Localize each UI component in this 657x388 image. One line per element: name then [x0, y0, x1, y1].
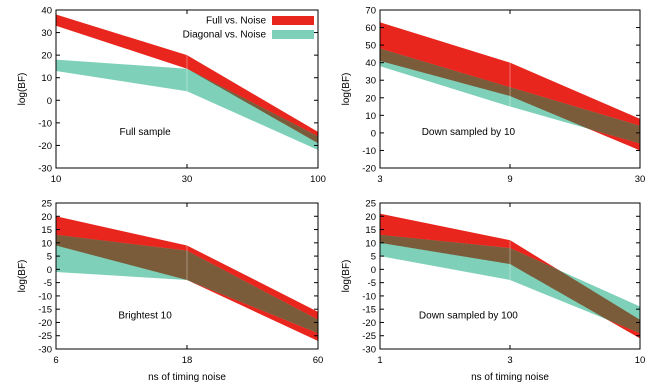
y-tick-label: 30	[41, 28, 52, 39]
band-overlap	[56, 234, 318, 334]
x-tick-label: 10	[635, 355, 646, 366]
y-tick-label: -25	[38, 331, 52, 342]
panel-annotation: Full sample	[120, 127, 172, 138]
y-tick-label: 10	[41, 73, 52, 84]
x-axis-label: ns of timing noise	[471, 372, 549, 383]
y-tick-label: 20	[41, 212, 52, 223]
y-tick-label: 15	[365, 225, 376, 236]
y-axis-label: log(BF)	[17, 260, 28, 293]
y-tick-label: 5	[47, 252, 52, 263]
chart-panel-3: -30 -25 -20 -15 -10 -5 0 5 10 15 20 25 6 18 60 log(BF) n…	[17, 199, 323, 384]
y-tick-label: 10	[365, 238, 376, 249]
panel-annotation: Brightest 10	[118, 310, 172, 321]
y-tick-label: 40	[41, 6, 52, 17]
x-tick-label: 100	[310, 174, 326, 185]
y-tick-label: -10	[362, 291, 376, 302]
chart-panel-2: -20 -10 0 10 20 30 40 50 60 70 3 9 30 log(BF) Down sam…	[341, 6, 645, 186]
y-tick-label: 0	[47, 96, 52, 107]
y-tick-label: 10	[365, 111, 376, 122]
legend-label: Diagonal vs. Noise	[183, 30, 267, 41]
x-tick-label: 60	[313, 355, 324, 366]
band-overlap	[380, 48, 640, 144]
legend-swatch	[272, 30, 314, 39]
legend-swatch	[272, 16, 314, 25]
y-tick-label: -30	[362, 345, 376, 356]
y-tick-label: 5	[371, 252, 376, 263]
x-tick-label: 30	[182, 174, 193, 185]
y-tick-label: -30	[38, 164, 52, 175]
y-axis-label: log(BF)	[17, 73, 28, 106]
y-tick-label: 0	[371, 265, 376, 276]
y-tick-label: 20	[365, 212, 376, 223]
y-tick-label: -5	[44, 278, 52, 289]
x-tick-label: 10	[51, 174, 62, 185]
legend: Full vs. Noise Diagonal vs. Noise	[183, 16, 314, 41]
y-tick-label: -20	[362, 318, 376, 329]
y-tick-label: 0	[371, 128, 376, 139]
x-tick-label: 3	[507, 355, 512, 366]
x-axis-label: ns of timing noise	[148, 372, 226, 383]
y-tick-label: -10	[38, 291, 52, 302]
y-tick-label: 20	[41, 51, 52, 62]
y-tick-label: 30	[365, 76, 376, 87]
y-tick-label: 10	[41, 238, 52, 249]
x-tick-label: 9	[507, 174, 512, 185]
x-tick-label: 1	[377, 355, 382, 366]
y-tick-label: 0	[47, 265, 52, 276]
y-tick-label: 25	[365, 199, 376, 210]
y-tick-label: -15	[38, 305, 52, 316]
legend-label: Full vs. Noise	[206, 16, 266, 27]
y-tick-label: -30	[38, 345, 52, 356]
x-tick-label: 18	[182, 355, 193, 366]
band-diagonal-vs-noise	[380, 234, 640, 334]
y-tick-label: 20	[365, 93, 376, 104]
panel-annotation: Down sampled by 10	[422, 127, 516, 138]
band-overlap	[188, 69, 318, 144]
x-tick-label: 6	[53, 355, 58, 366]
y-tick-label: -20	[38, 318, 52, 329]
band-full-vs-noise	[56, 14, 318, 144]
y-tick-label: -10	[38, 118, 52, 129]
y-tick-label: 70	[365, 6, 376, 17]
y-axis-label: log(BF)	[341, 260, 352, 293]
chart-panel-1: -30 -20 -10 0 10 20 30 40 10 30 100 log(BF) Full sam…	[17, 6, 326, 186]
y-tick-label: -20	[38, 141, 52, 152]
y-tick-label: 40	[365, 58, 376, 69]
y-tick-label: 25	[41, 199, 52, 210]
y-axis-label: log(BF)	[341, 73, 352, 106]
x-tick-label: 30	[635, 174, 646, 185]
y-tick-label: -25	[362, 331, 376, 342]
y-tick-label: 60	[365, 23, 376, 34]
chart-panel-4: -30 -25 -20 -15 -10 -5 0 5 10 15 20 25 1 3 10 log(BF) ns…	[341, 199, 645, 384]
y-tick-label: -10	[362, 146, 376, 157]
y-tick-label: 50	[365, 41, 376, 52]
band-overlap	[380, 234, 640, 334]
y-tick-label: 15	[41, 225, 52, 236]
y-tick-label: -20	[362, 164, 376, 175]
y-tick-label: -15	[362, 305, 376, 316]
band-diagonal-vs-noise	[56, 59, 318, 150]
y-tick-label: -5	[368, 278, 376, 289]
panel-annotation: Down sampled by 100	[419, 310, 518, 321]
x-tick-label: 3	[377, 174, 382, 185]
